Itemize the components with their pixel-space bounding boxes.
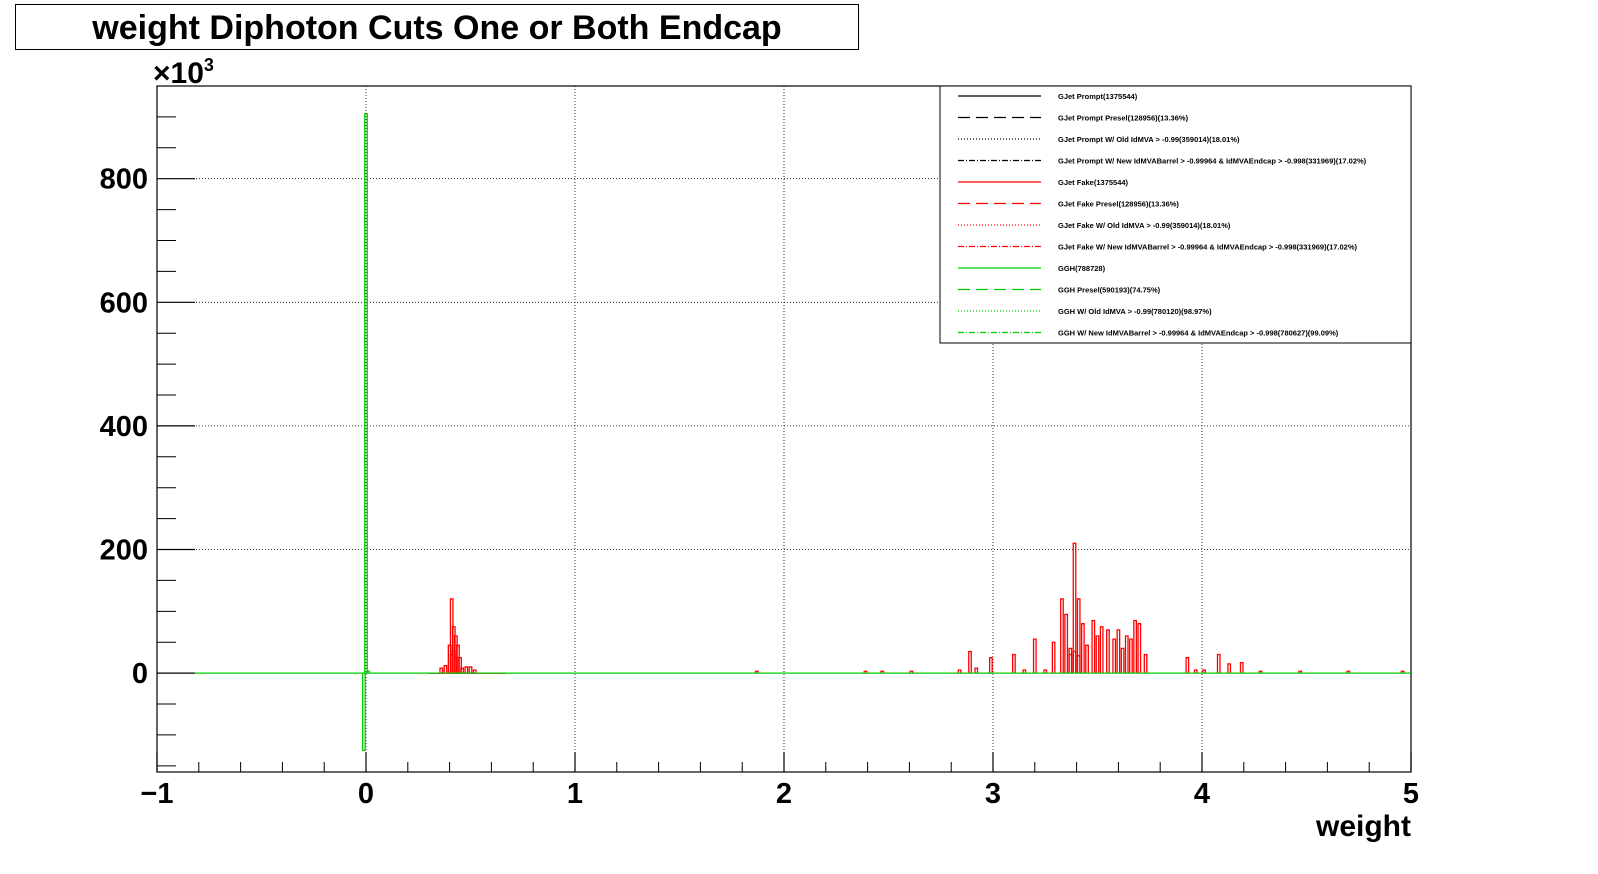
legend-entry-label: GJet Fake W/ Old IdMVA > -0.99(359014)(1… [1058, 221, 1231, 230]
histogram-bin [1051, 641, 1056, 674]
histogram-bin [863, 670, 868, 674]
y-tick-label: 0 [132, 658, 148, 690]
legend: GJet Prompt(1375544) GJet Prompt Presel(1… [939, 85, 1412, 344]
y-axis-multiplier: ×103 [153, 55, 214, 90]
histogram-bin [1091, 619, 1096, 674]
histogram-bin [1137, 623, 1142, 674]
histogram-bin [464, 666, 469, 674]
histogram-bin [1112, 638, 1117, 674]
y-tick-label: 400 [100, 411, 148, 443]
histogram-bin [1346, 670, 1351, 674]
legend-box [939, 85, 1412, 344]
histogram-bin [1080, 623, 1085, 674]
legend-entry-label: GJet Prompt Presel(128956)(13.36%) [1058, 114, 1189, 123]
y-tick-label: 200 [100, 535, 148, 567]
histogram-bin [1043, 669, 1048, 674]
axis-ticks [156, 116, 1412, 772]
histogram-bin [1064, 613, 1069, 674]
x-tick-label: 4 [1194, 778, 1210, 810]
histogram-bin [1216, 653, 1221, 674]
chart-title-box: weight Diphoton Cuts One or Both Endcap [15, 4, 859, 50]
legend-entry-label: GJet Fake(1375544) [1058, 178, 1129, 187]
y-tick-label: 800 [100, 164, 148, 196]
histogram-bin [468, 666, 473, 674]
histogram-bin [880, 670, 885, 674]
histogram-bin [443, 665, 448, 674]
series-2 [194, 113, 1411, 752]
histogram-bin [1085, 644, 1089, 674]
histogram-bin [1298, 670, 1303, 674]
histogram-bin [362, 673, 366, 752]
histogram-bin [1129, 638, 1133, 674]
y-axis-multiplier-exponent: 3 [204, 55, 214, 75]
legend-entry-label: GJet Fake Presel(128956)(13.36%) [1058, 200, 1179, 209]
legend-entry-label: GJet Prompt W/ Old IdMVA > -0.99(359014)… [1058, 135, 1240, 144]
histogram-bin [1076, 655, 1081, 674]
histogram-bin [460, 667, 465, 674]
histogram-bin [1202, 669, 1206, 674]
x-tick-label: 1 [567, 778, 583, 810]
histogram-bin [974, 667, 979, 674]
histogram-bin [1124, 635, 1129, 674]
histogram-bin [909, 670, 914, 674]
y-axis-tick-labels: 0 200 400 600 800 [100, 164, 148, 690]
histogram-bin [957, 669, 962, 674]
histogram-bin [366, 670, 370, 674]
x-tick-label: 2 [776, 778, 792, 810]
x-tick-label: 5 [1403, 778, 1419, 810]
histogram-bin [1116, 629, 1121, 674]
histogram-bin [1076, 598, 1081, 674]
legend-entry-label: GGH Presel(590193)(74.75%) [1058, 286, 1161, 295]
histogram-bin [754, 670, 759, 674]
x-tick-label: 0 [358, 778, 374, 810]
histogram-bin [1120, 647, 1125, 674]
histogram-bin [968, 650, 972, 674]
histogram-bin [1143, 653, 1148, 674]
histogram-bin [364, 113, 368, 674]
histogram-bin [1012, 653, 1016, 674]
legend-entry-label: GJet Fake W/ New IdMVABarrel > -0.99964 … [1058, 243, 1358, 252]
histogram-bin [472, 669, 477, 674]
legend-entry-label: GJet Prompt W/ New IdMVABarrel > -0.9996… [1058, 157, 1367, 166]
series-0 [428, 542, 1405, 674]
histogram-bin [1072, 542, 1077, 674]
x-tick-label: 3 [985, 778, 1001, 810]
histogram-bin [1239, 661, 1244, 674]
histogram-bin [1227, 663, 1232, 674]
histogram-bin [1072, 650, 1077, 674]
histogram-bin [1193, 669, 1198, 674]
histogram-bin [1032, 638, 1037, 674]
legend-entry-label: GJet Prompt(1375544) [1058, 92, 1138, 101]
x-axis-tick-labels: −1 0 1 2 3 4 5 [140, 778, 1419, 810]
histogram-bin [453, 657, 458, 674]
histogram-bin [989, 657, 993, 674]
legend-entry-label: GGH W/ Old IdMVA > -0.99(780120)(98.97%) [1058, 307, 1212, 316]
histogram-bin [1400, 670, 1405, 674]
series-1 [428, 650, 1081, 674]
histogram-bin [439, 667, 444, 674]
legend-entry-label: GGH(788728) [1058, 264, 1106, 273]
histogram-bin [1106, 629, 1110, 674]
histogram-bin [1258, 670, 1263, 674]
histogram-bin [1060, 598, 1064, 674]
histogram-bin [1099, 626, 1104, 674]
histogram-bin [1133, 619, 1138, 674]
histogram-bin [1095, 635, 1100, 674]
histogram-bin [1022, 669, 1027, 674]
legend-entry-label: GGH W/ New IdMVABarrel > -0.99964 & IdMV… [1058, 329, 1339, 338]
histogram-bin [1068, 653, 1073, 674]
y-tick-label: 600 [100, 287, 148, 319]
x-tick-label: −1 [140, 778, 173, 810]
histogram-bin [1185, 657, 1190, 674]
series-group [194, 113, 1411, 752]
chart-title: weight Diphoton Cuts One or Both Endcap [92, 9, 782, 47]
x-axis-title: weight [1315, 810, 1411, 843]
histogram-bin [458, 657, 462, 674]
